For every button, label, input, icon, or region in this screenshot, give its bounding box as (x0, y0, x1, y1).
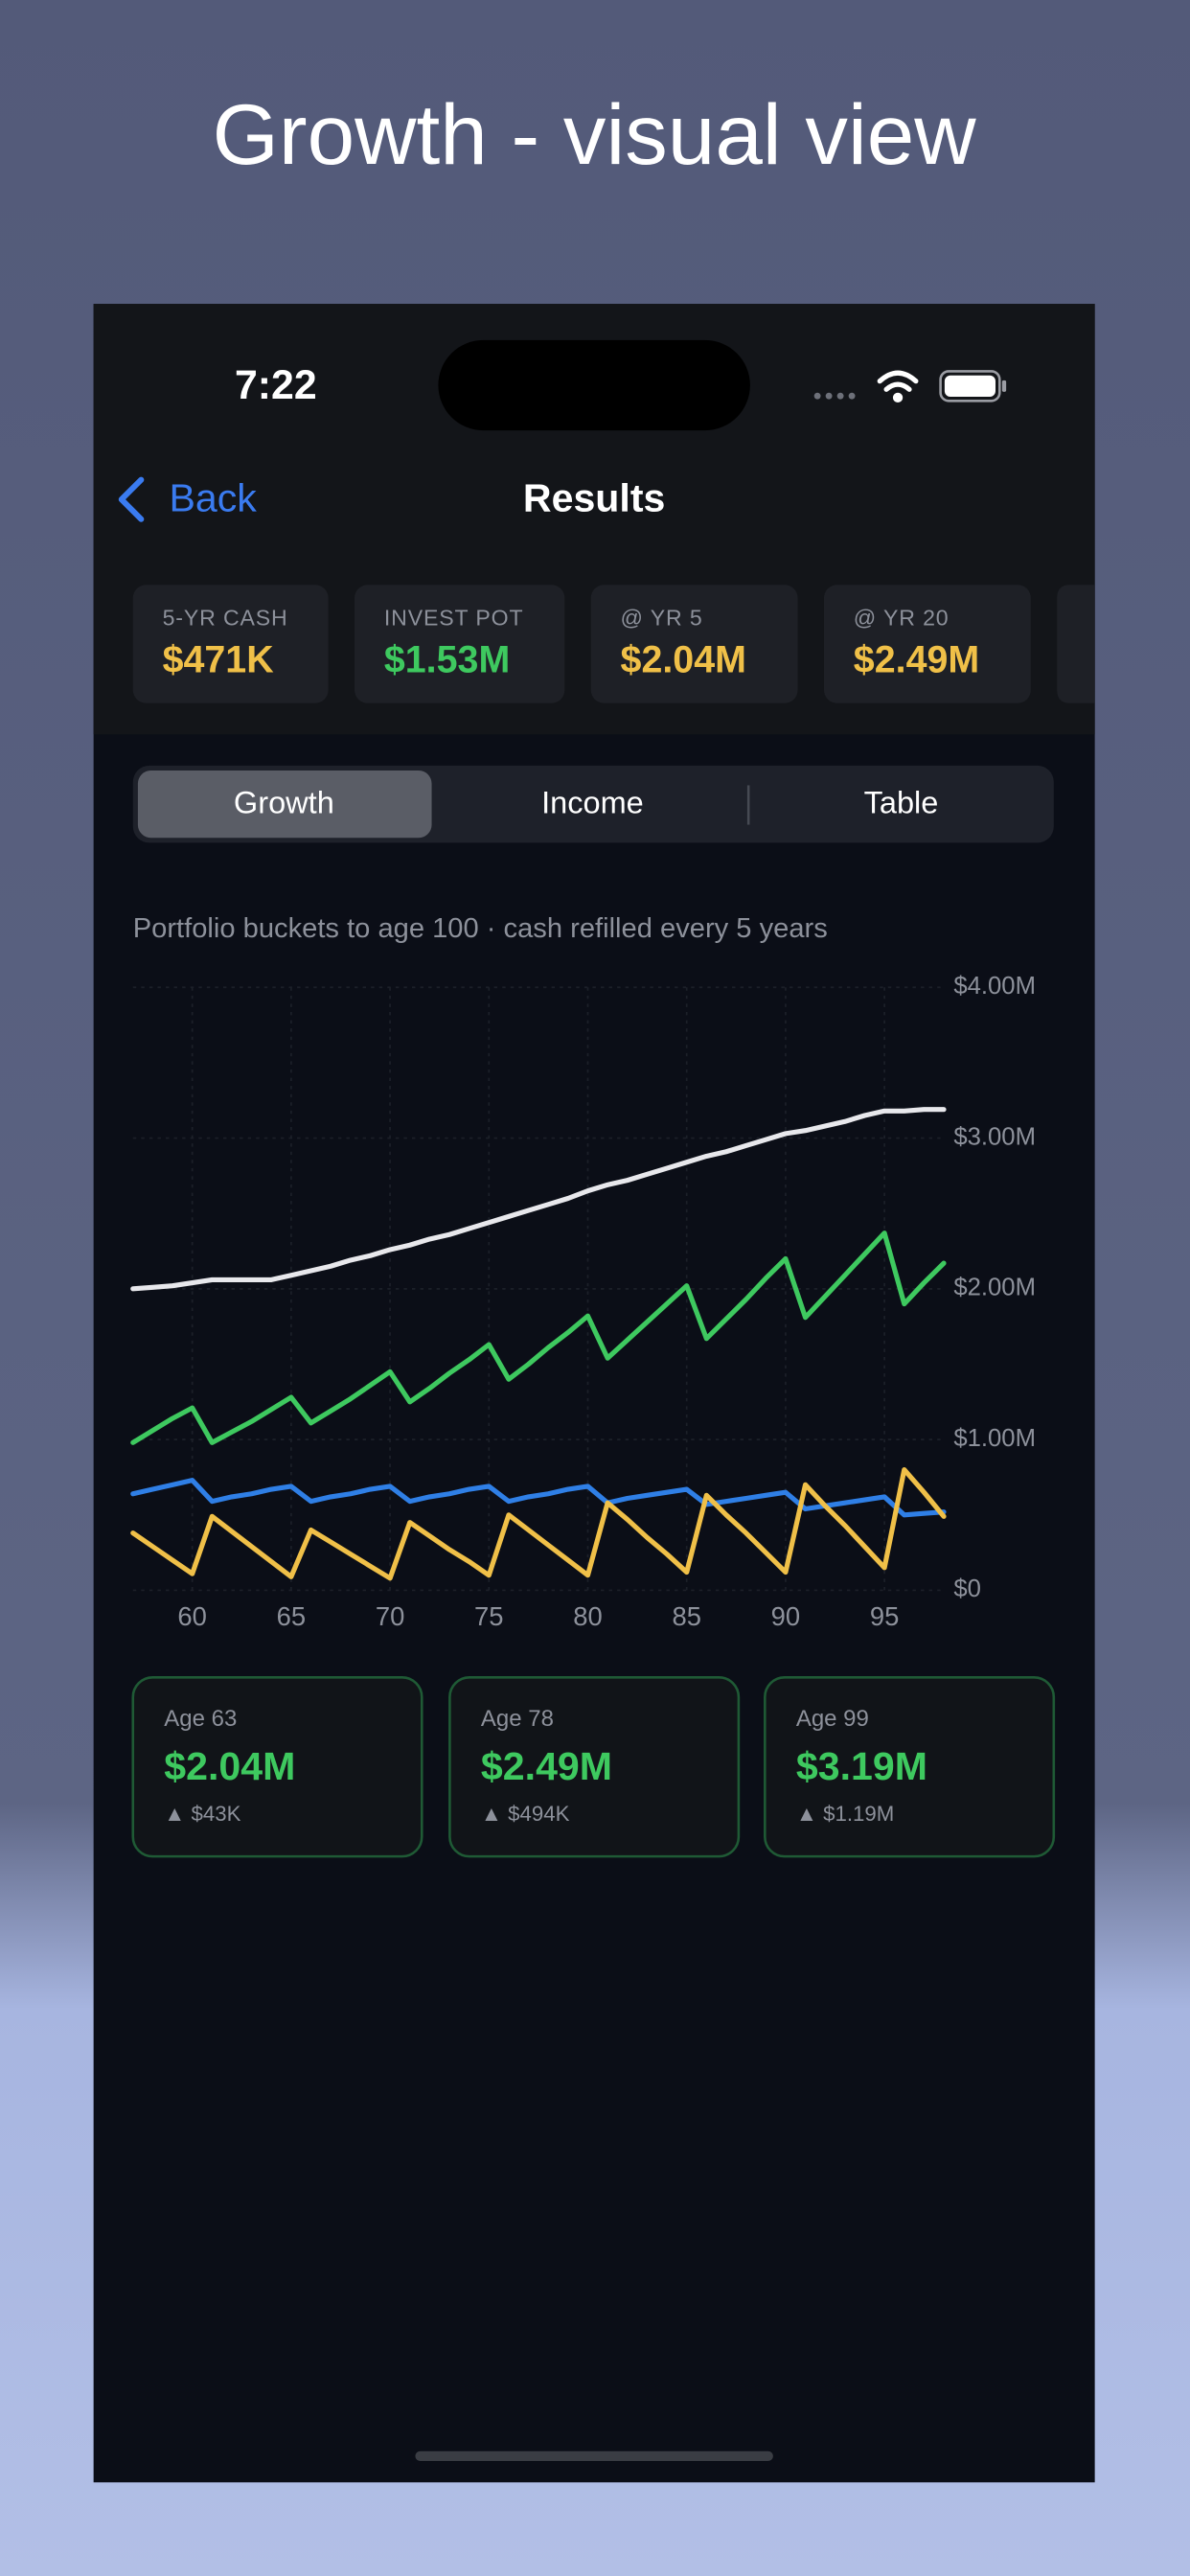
stat-label: @ YR 5 (621, 605, 703, 630)
stat-label: INVEST POT (384, 605, 524, 630)
milestone-age: Age 78 (481, 1706, 554, 1732)
milestone-age: Age 99 (796, 1706, 869, 1732)
dynamic-island (438, 339, 750, 431)
series-line (130, 1230, 947, 1445)
page-title: Growth - visual view (213, 86, 977, 182)
milestone-change: ▲ $1.19M (796, 1802, 894, 1826)
segment-selected[interactable] (137, 770, 432, 839)
wifi-icon (877, 370, 919, 402)
y-tick-label: $2.00M (953, 1275, 1036, 1301)
x-tick-label: 70 (376, 1601, 404, 1631)
back-chevron[interactable] (118, 476, 145, 522)
stat-label: 5-YR CASH (163, 605, 288, 630)
x-tick-label: 60 (177, 1601, 206, 1631)
segment-label[interactable]: Income (541, 786, 644, 820)
stat-value: $1.53M (384, 638, 510, 680)
segment-label[interactable]: Growth (234, 786, 334, 820)
milestone-change: ▲ $494K (481, 1802, 570, 1826)
x-tick-label: 75 (474, 1601, 503, 1631)
milestone-age: Age 63 (164, 1706, 237, 1732)
nav-title: Results (523, 476, 665, 520)
y-tick-label: $0 (953, 1576, 981, 1602)
stat-card[interactable] (132, 585, 329, 703)
home-indicator (415, 2450, 773, 2461)
x-tick-label: 95 (870, 1601, 899, 1631)
stat-label: @ YR 20 (854, 605, 950, 630)
stat-value: $2.04M (621, 638, 746, 680)
segment-label[interactable]: Table (864, 786, 939, 820)
stat-value: $2.49M (854, 638, 979, 680)
back-button[interactable]: Back (169, 476, 257, 520)
x-tick-label: 85 (672, 1601, 700, 1631)
milestone-value: $2.49M (481, 1744, 612, 1788)
milestone-value: $2.04M (164, 1744, 295, 1788)
y-tick-label: $1.00M (953, 1425, 1036, 1452)
stat-card[interactable] (823, 585, 1031, 703)
milestone-value: $3.19M (796, 1744, 927, 1788)
milestone-card[interactable] (448, 1675, 741, 1858)
stat-card[interactable] (590, 585, 798, 703)
chart-subtitle: Portfolio buckets to age 100 · cash refi… (133, 913, 828, 944)
stat-card[interactable] (355, 585, 565, 703)
milestone-change: ▲ $43K (164, 1802, 240, 1826)
y-tick-label: $4.00M (953, 973, 1036, 1000)
stat-value: $471K (163, 638, 275, 680)
stat-card-clipped[interactable] (1057, 585, 1095, 703)
milestone-card[interactable] (764, 1675, 1056, 1858)
signal-icon (813, 392, 856, 400)
series-line (130, 1107, 947, 1292)
x-tick-label: 65 (277, 1601, 306, 1631)
milestone-card[interactable] (131, 1675, 423, 1858)
series-line (130, 1478, 947, 1518)
x-tick-label: 80 (573, 1601, 602, 1631)
x-tick-label: 90 (771, 1601, 800, 1631)
series-line (130, 1467, 947, 1581)
battery-icon (939, 370, 1007, 402)
status-time: 7:22 (235, 362, 317, 408)
y-tick-label: $3.00M (953, 1123, 1036, 1150)
